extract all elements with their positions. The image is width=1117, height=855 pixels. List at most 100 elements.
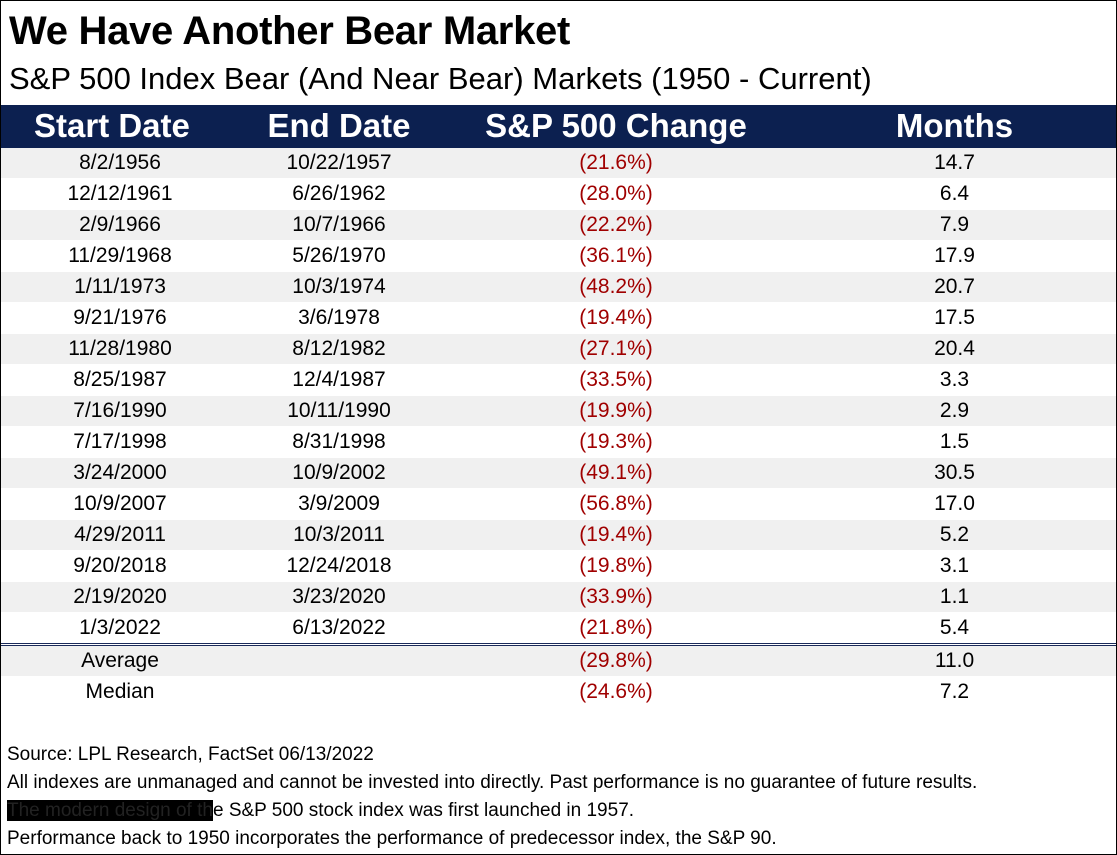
page-title: We Have Another Bear Market	[9, 9, 570, 53]
summary-months-cell: 11.0	[793, 643, 1116, 677]
sp500-change-cell: (19.4%)	[439, 519, 793, 551]
table-body: 8/2/1956 10/22/1957 (21.6%) 14.7 12/12/1961 6…	[1, 147, 1116, 707]
table-row: 1/11/1973 10/3/1974 (48.2%) 20.7	[1, 271, 1116, 303]
start-date-cell: 8/2/1956	[1, 147, 239, 179]
header-sp500-change: S&P 500 Change	[439, 105, 793, 148]
months-cell: 3.1	[793, 550, 1116, 582]
sp500-change-cell: (21.6%)	[439, 147, 793, 179]
table-row: 11/29/1968 5/26/1970 (36.1%) 17.9	[1, 240, 1116, 272]
summary-change-cell: (29.8%)	[439, 643, 793, 677]
start-date-cell: 1/3/2022	[1, 612, 239, 645]
summary-row: Average (29.8%) 11.0	[1, 643, 1116, 677]
summary-empty-cell	[239, 643, 439, 677]
start-date-cell: 7/16/1990	[1, 395, 239, 427]
sp500-change-cell: (19.4%)	[439, 302, 793, 334]
start-date-cell: 2/9/1966	[1, 209, 239, 241]
start-date-cell: 9/21/1976	[1, 302, 239, 334]
table-row: 2/19/2020 3/23/2020 (33.9%) 1.1	[1, 581, 1116, 613]
sp500-change-cell: (22.2%)	[439, 209, 793, 241]
table-row: 8/2/1956 10/22/1957 (21.6%) 14.7	[1, 147, 1116, 179]
end-date-cell: 10/3/2011	[239, 519, 439, 551]
months-cell: 30.5	[793, 457, 1116, 489]
months-cell: 20.4	[793, 333, 1116, 365]
sp500-change-cell: (19.3%)	[439, 426, 793, 458]
performance-note: Performance back to 1950 incorporates th…	[7, 828, 777, 849]
table-row: 7/17/1998 8/31/1998 (19.3%) 1.5	[1, 426, 1116, 458]
table-row: 1/3/2022 6/13/2022 (21.8%) 5.4	[1, 612, 1116, 645]
end-date-cell: 5/26/1970	[239, 240, 439, 272]
start-date-cell: 4/29/2011	[1, 519, 239, 551]
start-date-cell: 12/12/1961	[1, 178, 239, 210]
start-date-cell: 10/9/2007	[1, 488, 239, 520]
months-cell: 17.9	[793, 240, 1116, 272]
start-date-cell: 1/11/1973	[1, 271, 239, 303]
end-date-cell: 3/9/2009	[239, 488, 439, 520]
end-date-cell: 8/12/1982	[239, 333, 439, 365]
months-cell: 7.9	[793, 209, 1116, 241]
months-cell: 3.3	[793, 364, 1116, 396]
months-cell: 1.5	[793, 426, 1116, 458]
end-date-cell: 6/26/1962	[239, 178, 439, 210]
end-date-cell: 8/31/1998	[239, 426, 439, 458]
table-row: 9/21/1976 3/6/1978 (19.4%) 17.5	[1, 302, 1116, 334]
end-date-cell: 10/9/2002	[239, 457, 439, 489]
end-date-cell: 10/11/1990	[239, 395, 439, 427]
end-date-cell: 6/13/2022	[239, 612, 439, 645]
bear-market-table: Start Date End Date S&P 500 Change Month…	[1, 105, 1116, 707]
table-row: 10/9/2007 3/9/2009 (56.8%) 17.0	[1, 488, 1116, 520]
table-row: 12/12/1961 6/26/1962 (28.0%) 6.4	[1, 178, 1116, 210]
start-date-cell: 7/17/1998	[1, 426, 239, 458]
months-cell: 6.4	[793, 178, 1116, 210]
end-date-cell: 3/6/1978	[239, 302, 439, 334]
months-cell: 2.9	[793, 395, 1116, 427]
table-row: 4/29/2011 10/3/2011 (19.4%) 5.2	[1, 519, 1116, 551]
header-end-date: End Date	[239, 105, 439, 148]
modern-design-note: The modern design of the S&P 500 stock i…	[7, 797, 977, 825]
end-date-cell: 10/7/1966	[239, 209, 439, 241]
sp500-change-cell: (33.5%)	[439, 364, 793, 396]
table-row: 7/16/1990 10/11/1990 (19.9%) 2.9	[1, 395, 1116, 427]
months-cell: 14.7	[793, 147, 1116, 179]
page-subtitle: S&P 500 Index Bear (And Near Bear) Marke…	[9, 61, 872, 96]
table-row: 3/24/2000 10/9/2002 (49.1%) 30.5	[1, 457, 1116, 489]
table-row: 2/9/1966 10/7/1966 (22.2%) 7.9	[1, 209, 1116, 241]
footnotes: Source: LPL Research, FactSet 06/13/2022…	[7, 741, 977, 853]
end-date-cell: 10/3/1974	[239, 271, 439, 303]
table-row: 8/25/1987 12/4/1987 (33.5%) 3.3	[1, 364, 1116, 396]
header-start-date: Start Date	[1, 105, 239, 148]
sp500-change-cell: (19.8%)	[439, 550, 793, 582]
months-cell: 5.4	[793, 612, 1116, 645]
months-cell: 1.1	[793, 581, 1116, 613]
sp500-change-cell: (21.8%)	[439, 612, 793, 645]
sp500-change-cell: (56.8%)	[439, 488, 793, 520]
sp500-change-cell: (33.9%)	[439, 581, 793, 613]
sp500-change-cell: (27.1%)	[439, 333, 793, 365]
start-date-cell: 11/28/1980	[1, 333, 239, 365]
start-date-cell: 3/24/2000	[1, 457, 239, 489]
sp500-change-cell: (19.9%)	[439, 395, 793, 427]
disclaimer-note: All indexes are unmanaged and cannot be …	[7, 772, 978, 793]
summary-change-cell: (24.6%)	[439, 676, 793, 707]
summary-empty-cell	[239, 676, 439, 707]
summary-label-cell: Median	[1, 676, 239, 707]
table-row: 9/20/2018 12/24/2018 (19.8%) 3.1	[1, 550, 1116, 582]
end-date-cell: 12/4/1987	[239, 364, 439, 396]
sp500-change-cell: (48.2%)	[439, 271, 793, 303]
source-note: Source: LPL Research, FactSet 06/13/2022	[7, 744, 374, 765]
end-date-cell: 12/24/2018	[239, 550, 439, 582]
start-date-cell: 11/29/1968	[1, 240, 239, 272]
summary-row: Median (24.6%) 7.2	[1, 676, 1116, 707]
summary-label-cell: Average	[1, 643, 239, 677]
months-cell: 17.0	[793, 488, 1116, 520]
table-header-row: Start Date End Date S&P 500 Change Month…	[1, 105, 1116, 148]
modern-design-text: e S&P 500 stock index was first launched…	[212, 800, 635, 821]
months-cell: 20.7	[793, 271, 1116, 303]
header-months: Months	[793, 105, 1116, 148]
sp500-change-cell: (28.0%)	[439, 178, 793, 210]
start-date-cell: 2/19/2020	[1, 581, 239, 613]
start-date-cell: 8/25/1987	[1, 364, 239, 396]
months-cell: 17.5	[793, 302, 1116, 334]
start-date-cell: 9/20/2018	[1, 550, 239, 582]
months-cell: 5.2	[793, 519, 1116, 551]
